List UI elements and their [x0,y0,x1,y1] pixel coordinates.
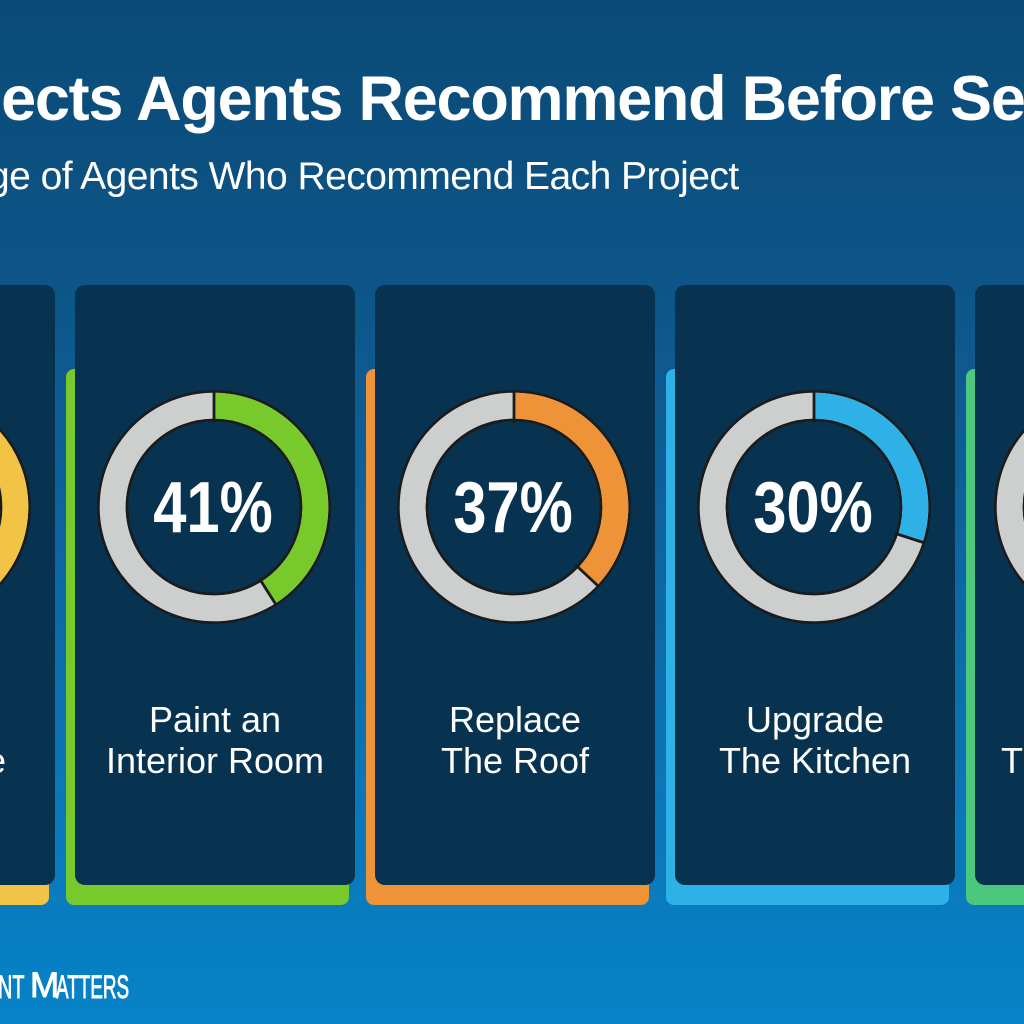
svg-text:37%: 37% [453,467,573,548]
svg-text:30%: 30% [753,467,873,548]
svg-text:41%: 41% [153,467,273,548]
